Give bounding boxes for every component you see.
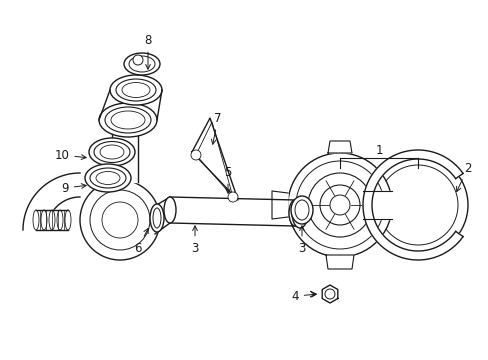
- Polygon shape: [170, 197, 294, 226]
- Polygon shape: [36, 210, 68, 230]
- Ellipse shape: [85, 164, 131, 192]
- Ellipse shape: [129, 56, 155, 72]
- Polygon shape: [99, 90, 116, 120]
- Text: 1: 1: [374, 144, 382, 157]
- Circle shape: [329, 195, 349, 215]
- Circle shape: [287, 153, 391, 257]
- Ellipse shape: [153, 208, 161, 228]
- Polygon shape: [362, 191, 391, 219]
- Circle shape: [325, 289, 334, 299]
- Text: 5: 5: [224, 166, 231, 193]
- Text: 6: 6: [134, 229, 148, 255]
- Polygon shape: [327, 141, 351, 153]
- Polygon shape: [362, 150, 462, 260]
- Polygon shape: [151, 90, 162, 120]
- Ellipse shape: [49, 210, 55, 230]
- Ellipse shape: [65, 210, 71, 230]
- Ellipse shape: [90, 168, 126, 188]
- Ellipse shape: [150, 204, 163, 232]
- Ellipse shape: [294, 200, 308, 220]
- Ellipse shape: [33, 210, 39, 230]
- Polygon shape: [112, 120, 138, 182]
- Circle shape: [319, 185, 359, 225]
- Text: 7: 7: [211, 112, 221, 144]
- Ellipse shape: [96, 171, 120, 185]
- Circle shape: [133, 55, 142, 65]
- Text: 3: 3: [298, 226, 305, 255]
- Ellipse shape: [105, 107, 151, 133]
- Polygon shape: [325, 255, 353, 269]
- Ellipse shape: [291, 198, 307, 228]
- Ellipse shape: [290, 196, 312, 224]
- Circle shape: [295, 161, 383, 249]
- Ellipse shape: [124, 53, 160, 75]
- Ellipse shape: [94, 141, 130, 162]
- Circle shape: [90, 190, 150, 250]
- Ellipse shape: [122, 82, 150, 98]
- Text: 10: 10: [55, 149, 86, 162]
- Ellipse shape: [100, 145, 124, 159]
- Ellipse shape: [41, 210, 47, 230]
- Circle shape: [367, 155, 467, 255]
- Ellipse shape: [89, 138, 135, 166]
- Ellipse shape: [57, 210, 63, 230]
- Ellipse shape: [288, 200, 301, 226]
- Ellipse shape: [163, 197, 176, 223]
- Polygon shape: [322, 285, 337, 303]
- Text: 4: 4: [291, 289, 316, 302]
- Text: 3: 3: [191, 226, 198, 255]
- Ellipse shape: [111, 111, 145, 129]
- Circle shape: [191, 150, 201, 160]
- Polygon shape: [23, 173, 80, 230]
- Polygon shape: [155, 197, 170, 234]
- Circle shape: [102, 202, 138, 238]
- Text: 8: 8: [144, 33, 151, 69]
- Text: 9: 9: [61, 181, 86, 194]
- Text: 2: 2: [456, 162, 471, 192]
- Ellipse shape: [99, 103, 157, 137]
- Ellipse shape: [110, 75, 162, 105]
- Polygon shape: [192, 118, 238, 200]
- Ellipse shape: [116, 79, 156, 101]
- Circle shape: [377, 165, 457, 245]
- Circle shape: [227, 192, 238, 202]
- Polygon shape: [271, 191, 287, 219]
- Circle shape: [307, 173, 371, 237]
- Circle shape: [80, 180, 160, 260]
